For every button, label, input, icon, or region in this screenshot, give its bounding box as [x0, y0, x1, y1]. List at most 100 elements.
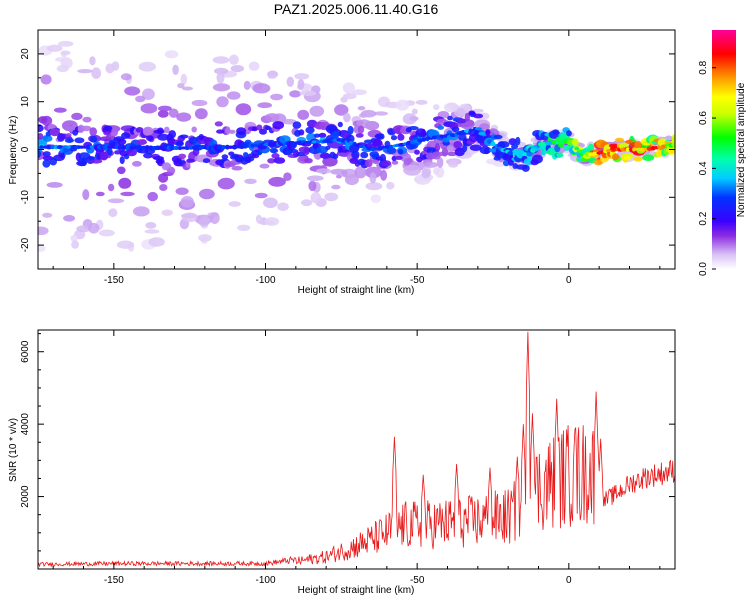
x-tick-label: -150	[104, 575, 124, 586]
heatmap-cell	[415, 99, 428, 105]
colorbar-tick-label: 0.6	[698, 111, 709, 125]
heatmap-cell	[178, 153, 187, 159]
heatmap-cell	[135, 95, 146, 103]
heatmap-cell	[116, 240, 135, 249]
spectrogram-ylabel: Frequency (Hz)	[8, 116, 19, 185]
colorbar: 0.0 0.2 0.4 0.6 0.8 Normalized spectral ampl…	[698, 30, 747, 276]
heatmap-cell	[132, 206, 150, 217]
heatmap-cell	[38, 245, 46, 252]
heatmap-cell	[342, 93, 357, 100]
heatmap-cell	[237, 224, 251, 231]
heatmap-cell	[343, 112, 351, 123]
heatmap-cell	[142, 88, 155, 100]
heatmap-cell	[431, 151, 441, 160]
heatmap-cell	[98, 229, 115, 237]
heatmap-cell	[137, 145, 143, 150]
colorbar-ticks: 0.0 0.2 0.4 0.6 0.8	[698, 60, 716, 276]
heatmap-cell	[64, 138, 74, 144]
heatmap-cell	[548, 130, 561, 139]
heatmap-cell	[299, 90, 317, 96]
heatmap-cell	[226, 91, 241, 100]
heatmap-cell	[360, 151, 369, 159]
heatmap-cell	[273, 157, 286, 164]
heatmap-cell	[398, 148, 404, 155]
heatmap-cell	[38, 149, 42, 159]
heatmap-cell	[508, 138, 517, 146]
heatmap-cell	[408, 126, 419, 131]
heatmap-cell	[198, 216, 210, 227]
colorbar-label: Normalized spectral amplitude	[736, 82, 747, 217]
y-tick-label: -10	[20, 190, 31, 205]
heatmap-cell	[380, 160, 392, 167]
heatmap-cell	[346, 134, 355, 144]
y-tick-label: -20	[20, 237, 31, 252]
heatmap-cell	[141, 145, 146, 150]
heatmap-cell	[105, 63, 115, 74]
heatmap-cell	[181, 86, 194, 91]
heatmap-cell	[432, 104, 440, 111]
heatmap-cell	[42, 212, 53, 218]
heatmap-cell	[347, 125, 354, 135]
y-tick-label: 6000	[20, 340, 31, 363]
heatmap-cell	[355, 133, 364, 138]
heatmap-cell	[47, 44, 63, 52]
heatmap-cell	[76, 225, 91, 233]
heatmap-cell	[441, 147, 449, 157]
heatmap-cell	[391, 160, 399, 165]
snr-xlabel: Height of straight line (km)	[298, 585, 415, 596]
heatmap-cell	[209, 212, 220, 225]
heatmap-cell	[297, 79, 305, 90]
heatmap-cell	[473, 113, 484, 119]
y-tick-label: 20	[20, 48, 31, 60]
heatmap-cell	[99, 151, 109, 161]
heatmap-cell	[289, 90, 301, 98]
heatmap-cell	[144, 229, 160, 234]
heatmap-cell	[176, 112, 192, 122]
heatmap-cell	[255, 214, 263, 224]
heatmap-cell	[41, 115, 53, 126]
heatmap-cell	[179, 134, 189, 139]
heatmap-cell	[337, 121, 343, 128]
y-tick-label: 0	[20, 146, 31, 152]
heatmap-cell	[286, 76, 294, 88]
heatmap-cell	[453, 108, 466, 117]
heatmap-cell	[395, 155, 403, 160]
heatmap-cell	[146, 135, 154, 142]
heatmap-cell	[46, 182, 63, 188]
heatmap-cell	[531, 154, 543, 164]
heatmap-cell	[126, 148, 137, 157]
heatmap-cell	[566, 130, 572, 137]
heatmap-cell	[365, 182, 383, 191]
heatmap-cell	[322, 156, 338, 167]
heatmap-cell	[89, 56, 96, 66]
heatmap-cell	[423, 161, 439, 168]
heatmap-cell	[515, 136, 521, 146]
heatmap-cell	[502, 159, 510, 167]
heatmap-cell	[60, 152, 66, 159]
heatmap-cell	[332, 153, 339, 160]
heatmap-cell	[120, 191, 135, 197]
heatmap-cell	[221, 145, 226, 150]
heatmap-cell	[244, 178, 257, 184]
heatmap-cell	[230, 65, 244, 73]
heatmap-cell	[634, 140, 642, 149]
heatmap-cell	[245, 156, 252, 164]
heatmap-cell	[625, 147, 630, 152]
heatmap-cell	[91, 67, 102, 79]
heatmap-cell	[331, 131, 339, 140]
heatmap-cell	[42, 151, 51, 157]
heatmap-cell	[612, 153, 620, 161]
heatmap-cell	[71, 112, 83, 120]
heatmap-cell	[327, 138, 332, 144]
heatmap-cell	[60, 50, 71, 56]
heatmap-cell	[80, 125, 92, 132]
heatmap-cell	[181, 212, 198, 223]
heatmap-cell	[324, 192, 339, 202]
heatmap-cell	[357, 106, 366, 111]
heatmap-cell	[593, 159, 603, 166]
heatmap-cell	[304, 158, 313, 164]
heatmap-cell	[458, 133, 467, 141]
heatmap-cell	[310, 192, 322, 204]
